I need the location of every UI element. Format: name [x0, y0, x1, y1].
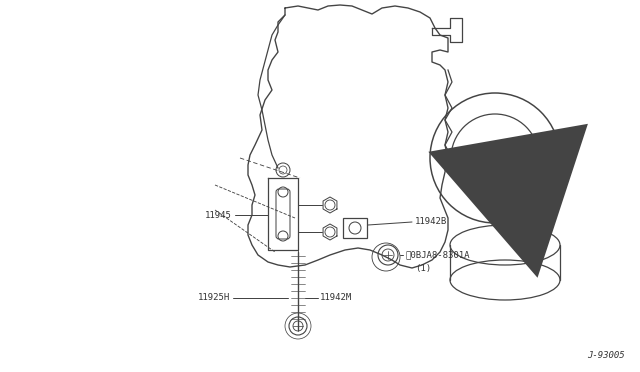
Text: 11942M: 11942M: [320, 294, 352, 302]
Text: (1): (1): [415, 263, 431, 273]
Text: 11925H: 11925H: [198, 294, 230, 302]
Text: J-93005: J-93005: [588, 351, 625, 360]
Text: ␀0BJA8-8301A: ␀0BJA8-8301A: [405, 250, 470, 260]
Text: 11945: 11945: [205, 211, 232, 219]
Text: FRONT: FRONT: [525, 144, 559, 176]
Text: 11942B: 11942B: [415, 218, 447, 227]
